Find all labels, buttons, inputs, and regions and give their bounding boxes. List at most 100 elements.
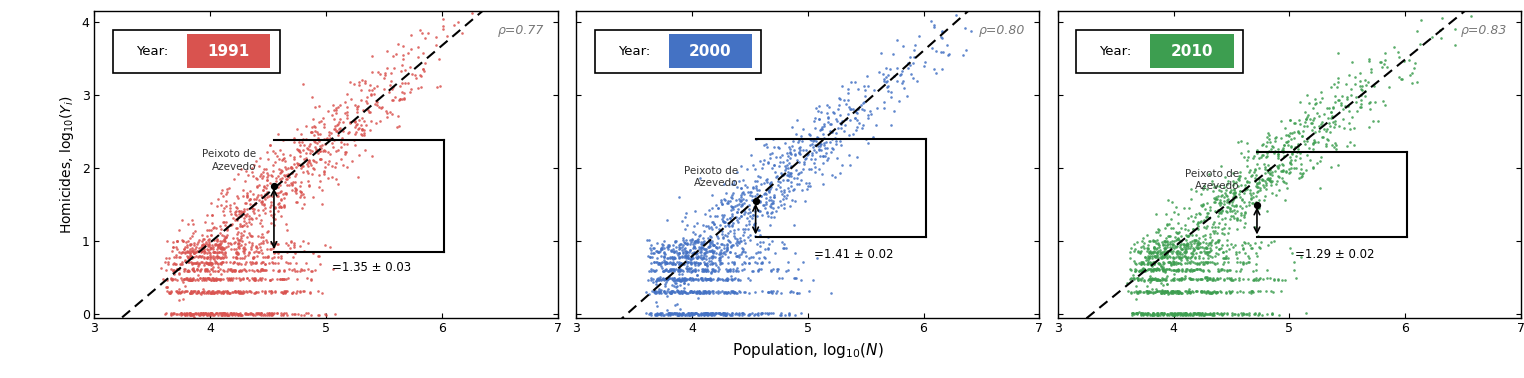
Point (869, 50, 893, 56)
Point (1135, 290, 1160, 296)
Point (1361, 118, 1385, 124)
Point (171, 249, 195, 256)
Point (1247, 197, 1271, 203)
Point (1356, 56, 1381, 62)
Point (296, 161, 320, 167)
Point (232, 266, 256, 272)
Point (703, 248, 727, 254)
Point (727, 235, 751, 241)
Point (283, 260, 308, 266)
Point (654, 259, 678, 265)
Point (661, 277, 686, 283)
Point (273, 172, 297, 178)
Point (1202, 240, 1227, 246)
Point (701, 248, 725, 254)
Point (1201, 228, 1225, 234)
Point (696, 235, 721, 241)
Point (168, 297, 192, 303)
Point (745, 200, 770, 206)
Point (1230, 246, 1254, 252)
Point (645, 289, 669, 295)
Point (1382, 44, 1407, 50)
Point (215, 227, 239, 233)
Point (183, 277, 207, 283)
Point (212, 246, 236, 252)
Point (716, 254, 741, 260)
Point (796, 150, 820, 156)
Point (1173, 222, 1198, 228)
Point (1212, 201, 1236, 207)
Point (1140, 259, 1164, 265)
Point (369, 105, 393, 111)
Point (1204, 194, 1228, 200)
Point (1167, 290, 1192, 296)
Point (686, 260, 710, 266)
Point (1259, 180, 1283, 186)
Point (1172, 310, 1196, 316)
Point (1186, 242, 1210, 248)
Point (1187, 310, 1212, 316)
Point (1285, 129, 1309, 135)
Point (686, 253, 710, 259)
Point (172, 276, 197, 282)
Point (206, 268, 230, 274)
Point (197, 276, 221, 282)
Point (174, 275, 198, 281)
Point (1279, 116, 1303, 122)
Point (643, 311, 668, 317)
Point (1152, 266, 1177, 273)
Point (693, 289, 718, 295)
Point (299, 147, 323, 153)
Point (811, 153, 835, 159)
Point (674, 276, 698, 282)
Point (1195, 209, 1219, 215)
Point (206, 245, 230, 251)
Point (162, 267, 186, 273)
Point (882, 108, 907, 114)
Point (358, 91, 383, 98)
Point (224, 235, 248, 242)
Point (1198, 245, 1222, 251)
Point (1151, 310, 1175, 316)
Point (786, 171, 811, 177)
Point (1120, 310, 1145, 316)
Point (189, 311, 213, 317)
Point (224, 255, 248, 261)
Point (253, 290, 277, 296)
Point (171, 238, 195, 244)
Point (809, 170, 834, 177)
Point (1458, 12, 1483, 19)
Point (169, 310, 194, 316)
Point (1332, 125, 1356, 132)
Point (713, 266, 738, 272)
Point (806, 107, 831, 113)
Point (648, 287, 672, 293)
Point (1205, 266, 1230, 272)
Point (669, 312, 693, 318)
Point (1320, 142, 1344, 148)
Point (245, 245, 270, 251)
Point (335, 130, 360, 136)
Point (858, 111, 882, 117)
Point (1177, 242, 1201, 248)
Point (776, 172, 800, 178)
Point (229, 312, 253, 318)
Point (265, 131, 290, 137)
Point (1155, 248, 1180, 254)
Point (1164, 243, 1189, 249)
Point (713, 312, 738, 318)
Point (290, 163, 314, 169)
Point (677, 310, 701, 316)
Point (315, 175, 340, 181)
Point (1356, 124, 1381, 130)
Point (242, 197, 267, 203)
Point (1155, 221, 1180, 227)
Point (930, 66, 954, 72)
Point (1152, 248, 1177, 254)
Point (1128, 268, 1152, 274)
Point (770, 169, 794, 175)
Point (1155, 281, 1180, 287)
Point (290, 131, 314, 137)
Point (1137, 250, 1161, 256)
Point (748, 174, 773, 180)
